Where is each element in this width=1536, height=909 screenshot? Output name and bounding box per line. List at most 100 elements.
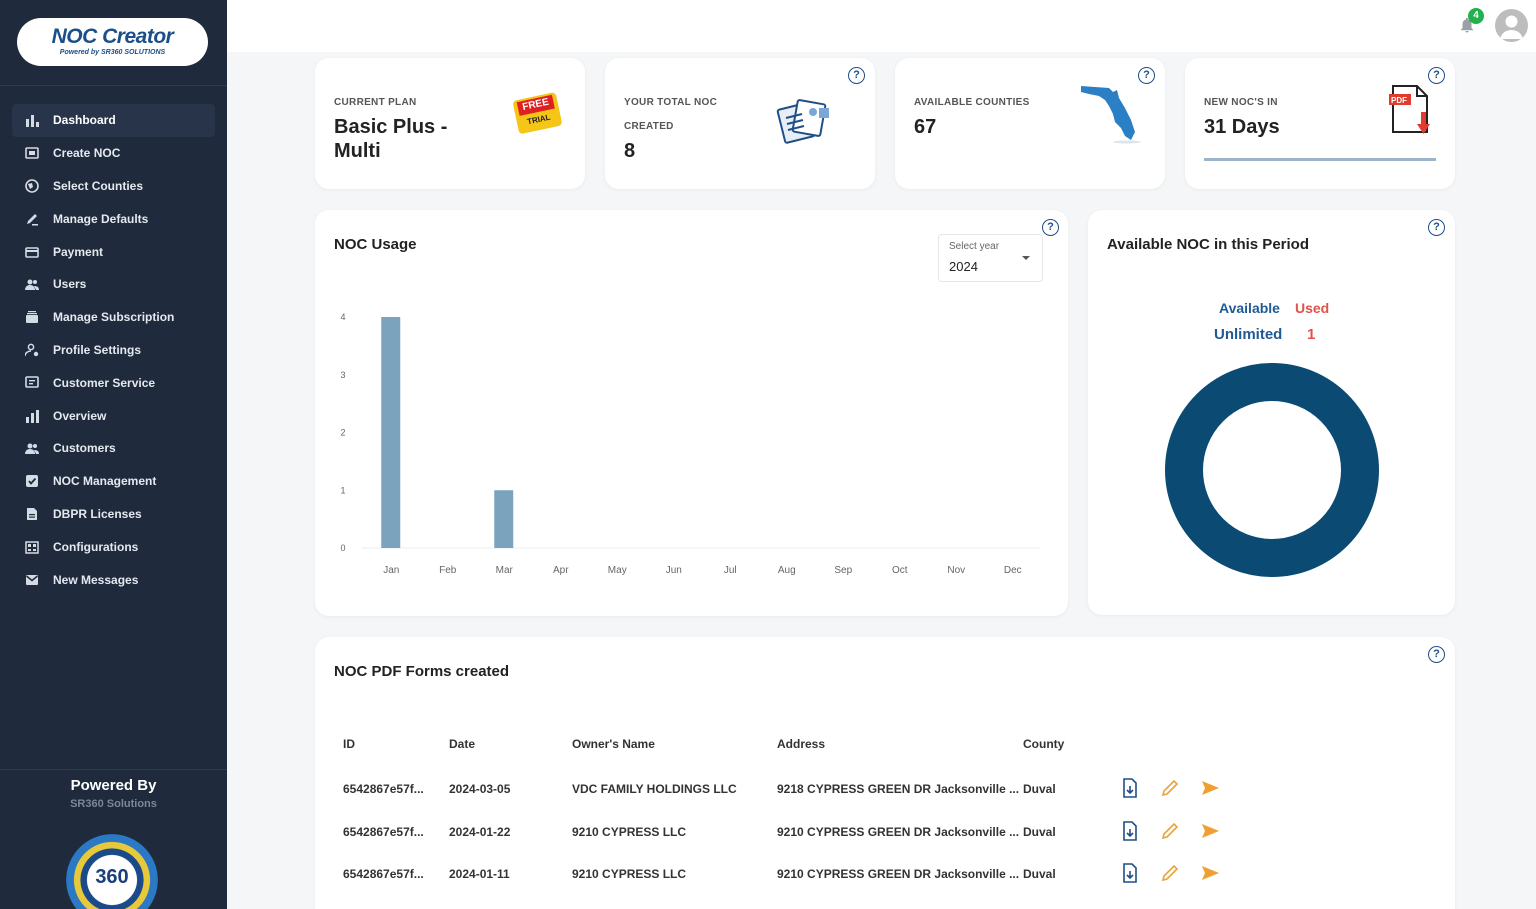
sidebar-item-noc-management[interactable]: NOC Management <box>12 465 215 498</box>
edit-pencil-icon[interactable] <box>1160 821 1180 841</box>
sidebar-item-select-counties[interactable]: Select Counties <box>12 170 215 203</box>
help-icon[interactable]: ? <box>1428 67 1445 84</box>
download-pdf-icon[interactable] <box>1120 820 1140 841</box>
help-icon[interactable]: ? <box>1428 219 1445 236</box>
sidebar-item-payment[interactable]: Payment <box>12 235 215 268</box>
available-noc-title: Available NOC in this Period <box>1107 236 1309 253</box>
table-cell: 9218 CYPRESS GREEN DR Jacksonville ... <box>777 782 1020 796</box>
total-noc-value: 8 <box>624 140 636 162</box>
x-tick-label: Jan <box>383 565 399 576</box>
sidebar-item-label: Manage Defaults <box>53 211 149 226</box>
download-pdf-icon[interactable] <box>1120 778 1140 798</box>
sr360-logo: 360 <box>66 834 158 909</box>
svg-text:PDF: PDF <box>1391 96 1407 105</box>
sidebar-nav: Dashboard Create NOC Select Counties Manage… <box>0 104 227 596</box>
y-tick-label: 1 <box>340 485 345 495</box>
total-noc-card: ? YOUR TOTAL NOC CREATED 8 <box>605 58 875 189</box>
table-cell: 9210 CYPRESS GREEN DR Jacksonville ... <box>777 867 1020 881</box>
customers-icon <box>24 440 40 456</box>
table-cell: 2024-01-11 <box>449 867 510 881</box>
sidebar-item-new-messages[interactable]: New Messages <box>12 563 215 596</box>
available-counties-value: 67 <box>914 116 937 138</box>
sidebar-item-label: Manage Subscription <box>53 310 175 325</box>
sidebar-item-overview[interactable]: Overview <box>12 399 215 432</box>
chart-icon <box>24 408 40 424</box>
globe-icon <box>24 178 40 194</box>
sidebar-item-label: Customer Service <box>53 375 156 390</box>
chevron-down-icon <box>1022 256 1030 260</box>
year-select-value: 2024 <box>949 259 978 274</box>
new-nocs-label: NEW NOC'S IN <box>1204 97 1278 108</box>
sidebar-item-users[interactable]: Users <box>12 268 215 301</box>
sidebar-item-manage-defaults[interactable]: Manage Defaults <box>12 202 215 235</box>
new-nocs-value: 31 Days <box>1204 116 1280 138</box>
edit-pencil-icon[interactable] <box>1160 778 1180 798</box>
noc-forms-card <box>315 637 1455 909</box>
table-cell: 9210 CYPRESS LLC <box>572 867 687 881</box>
x-tick-label: Dec <box>1004 565 1022 576</box>
column-header-owner-s-name[interactable]: Owner's Name <box>572 737 655 751</box>
sidebar-item-dashboard[interactable]: Dashboard <box>12 104 215 137</box>
sidebar-item-label: Users <box>53 277 87 292</box>
x-tick-label: Sep <box>834 565 852 576</box>
x-tick-label: Apr <box>553 565 569 576</box>
send-icon[interactable] <box>1200 778 1220 798</box>
y-tick-label: 0 <box>340 543 345 553</box>
help-icon[interactable]: ? <box>1428 646 1445 663</box>
sidebar-item-dbpr-licenses[interactable]: DBPR Licenses <box>12 498 215 531</box>
sidebar-item-label: Payment <box>53 244 104 259</box>
table-cell: VDC FAMILY HOLDINGS LLC <box>572 782 737 796</box>
x-tick-label: Jul <box>724 565 737 576</box>
noc-usage-chart: 0 1 2 3 4 Jan Feb Mar Apr May Jun Jul Aug Sep Oct Nov De… <box>340 312 1040 576</box>
document-icon <box>24 145 40 161</box>
brand-logo[interactable]: NOC Creator Powered by SR360 SOLUTIONS <box>17 18 208 66</box>
help-icon[interactable]: ? <box>1138 67 1155 84</box>
sidebar-item-manage-subscription[interactable]: Manage Subscription <box>12 301 215 334</box>
help-icon[interactable]: ? <box>1042 219 1059 236</box>
sidebar-item-label: Profile Settings <box>53 342 142 357</box>
year-select[interactable]: Select year 2024 <box>938 234 1043 282</box>
sidebar-item-label: Dashboard <box>53 113 116 128</box>
year-select-label: Select year <box>949 241 1000 252</box>
checkbox-icon <box>24 473 40 489</box>
license-icon <box>24 506 40 522</box>
send-icon[interactable] <box>1200 821 1220 841</box>
sidebar-item-customers[interactable]: Customers <box>12 432 215 465</box>
brand-tagline: Powered by SR360 SOLUTIONS <box>59 49 166 56</box>
current-plan-card: CURRENT PLAN Basic Plus - Multi FREE TRI… <box>315 58 585 189</box>
sidebar-item-label: Create NOC <box>53 146 121 161</box>
noc-forms-title: NOC PDF Forms created <box>334 663 510 680</box>
sidebar-item-customer-service[interactable]: Customer Service <box>12 366 215 399</box>
column-header-address[interactable]: Address <box>777 737 826 751</box>
help-icon[interactable]: ? <box>848 67 865 84</box>
table-cell: 6542867e57f... <box>343 782 424 796</box>
x-tick-label: Oct <box>892 565 908 576</box>
column-header-county[interactable]: County <box>1023 737 1065 751</box>
noc-usage-title: NOC Usage <box>334 236 417 253</box>
sidebar-item-label: NOC Management <box>53 474 157 489</box>
sidebar-item-create-noc[interactable]: Create NOC <box>12 137 215 170</box>
availability-donut <box>1165 363 1379 577</box>
column-header-date[interactable]: Date <box>449 737 476 751</box>
pdf-download-icon: PDF <box>1389 85 1430 134</box>
y-tick-label: 4 <box>340 312 345 322</box>
send-icon[interactable] <box>1200 863 1220 883</box>
user-avatar[interactable] <box>1495 9 1528 42</box>
config-icon <box>24 539 40 555</box>
documents-illustration-icon <box>776 99 829 144</box>
column-header-id[interactable]: ID <box>343 737 355 751</box>
edit-icon <box>24 211 40 227</box>
download-pdf-icon[interactable] <box>1120 863 1140 883</box>
users-icon <box>24 276 40 292</box>
powered-by-company: SR360 Solutions <box>70 798 157 810</box>
sidebar-item-profile-settings[interactable]: Profile Settings <box>12 334 215 367</box>
new-nocs-card: ? NEW NOC'S IN 31 Days PDF <box>1185 58 1455 189</box>
table-cell: 6542867e57f... <box>343 867 424 881</box>
table-cell: 6542867e57f... <box>343 824 424 839</box>
x-tick-label: Feb <box>439 565 457 576</box>
table-cell: Duval <box>1023 867 1056 881</box>
edit-pencil-icon[interactable] <box>1160 863 1180 883</box>
x-tick-label: Nov <box>947 565 965 576</box>
x-tick-label: May <box>608 565 627 576</box>
sidebar-item-configurations[interactable]: Configurations <box>12 530 215 563</box>
